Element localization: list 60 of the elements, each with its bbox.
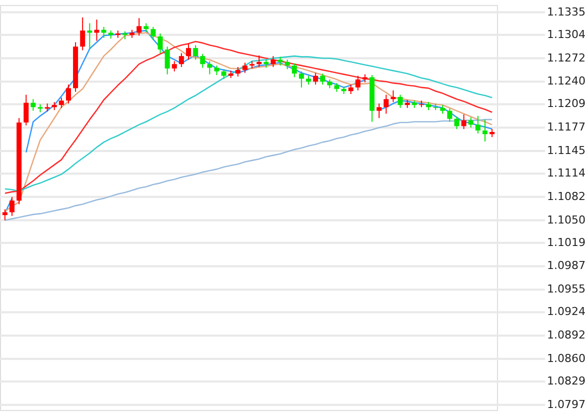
candlestick — [256, 54, 262, 68]
y-tick-label: 1.0860 — [547, 352, 585, 365]
y-tick-label: 1.1209 — [547, 97, 585, 110]
candlestick — [10, 196, 14, 216]
candlestick — [384, 94, 389, 114]
candlestick — [193, 44, 198, 60]
candlestick — [2, 208, 8, 221]
candlestick — [207, 60, 212, 75]
y-tick-label: 1.0924 — [547, 305, 585, 318]
candlestick — [398, 94, 403, 108]
y-tick-label: 1.1335 — [547, 5, 585, 18]
candlestick — [355, 75, 360, 91]
candlestick — [284, 59, 290, 70]
candlestick — [136, 18, 142, 36]
y-tick-label: 1.1177 — [547, 120, 585, 134]
candlestick — [447, 108, 452, 122]
y-tick-label: 1.1050 — [547, 213, 585, 226]
y-tick-label: 1.1019 — [547, 236, 585, 249]
candlestick — [320, 73, 326, 86]
candlestick — [80, 16, 86, 51]
candlestick — [200, 53, 206, 68]
candlestick — [270, 56, 276, 68]
y-tick-label: 1.0955 — [547, 282, 585, 296]
candlestick — [298, 70, 304, 88]
candlestick — [87, 22, 92, 50]
candlestick — [390, 90, 396, 103]
y-tick-label: 1.1114 — [547, 166, 585, 180]
candlestick — [468, 116, 474, 128]
candlestick — [221, 68, 226, 80]
y-tick-label: 1.0829 — [547, 374, 585, 388]
y-tick-label: 1.0987 — [547, 259, 585, 272]
candlestick — [186, 43, 191, 60]
line-series — [4, 118, 493, 221]
y-tick-label: 1.1240 — [547, 74, 585, 88]
y-tick-label: 1.1304 — [547, 28, 585, 41]
y-tick-label: 1.0892 — [547, 328, 585, 342]
candlestick — [164, 46, 170, 75]
candlestick — [376, 103, 382, 119]
candlestick — [158, 32, 163, 54]
candlestick — [150, 26, 156, 41]
y-tick-label: 1.1145 — [547, 144, 585, 157]
candlestick — [172, 60, 177, 72]
candlestick — [242, 62, 248, 74]
candlestick — [24, 94, 29, 126]
candlestick — [235, 66, 240, 78]
candlestick — [30, 98, 36, 112]
candlestick — [348, 84, 354, 95]
candlestick — [313, 72, 318, 86]
candlestick — [214, 65, 220, 76]
candlestick — [58, 97, 64, 108]
y-tick-label: 1.1082 — [547, 190, 585, 203]
candlestick — [292, 62, 297, 78]
candlestick — [454, 116, 460, 130]
y-tick-label: 1.0797 — [547, 398, 585, 411]
candlestick — [461, 114, 466, 130]
candlestick — [475, 115, 480, 134]
y-tick-label: 1.1272 — [547, 51, 585, 64]
candlestick — [178, 52, 184, 68]
candlestick — [482, 119, 488, 142]
candlestick — [66, 84, 71, 104]
